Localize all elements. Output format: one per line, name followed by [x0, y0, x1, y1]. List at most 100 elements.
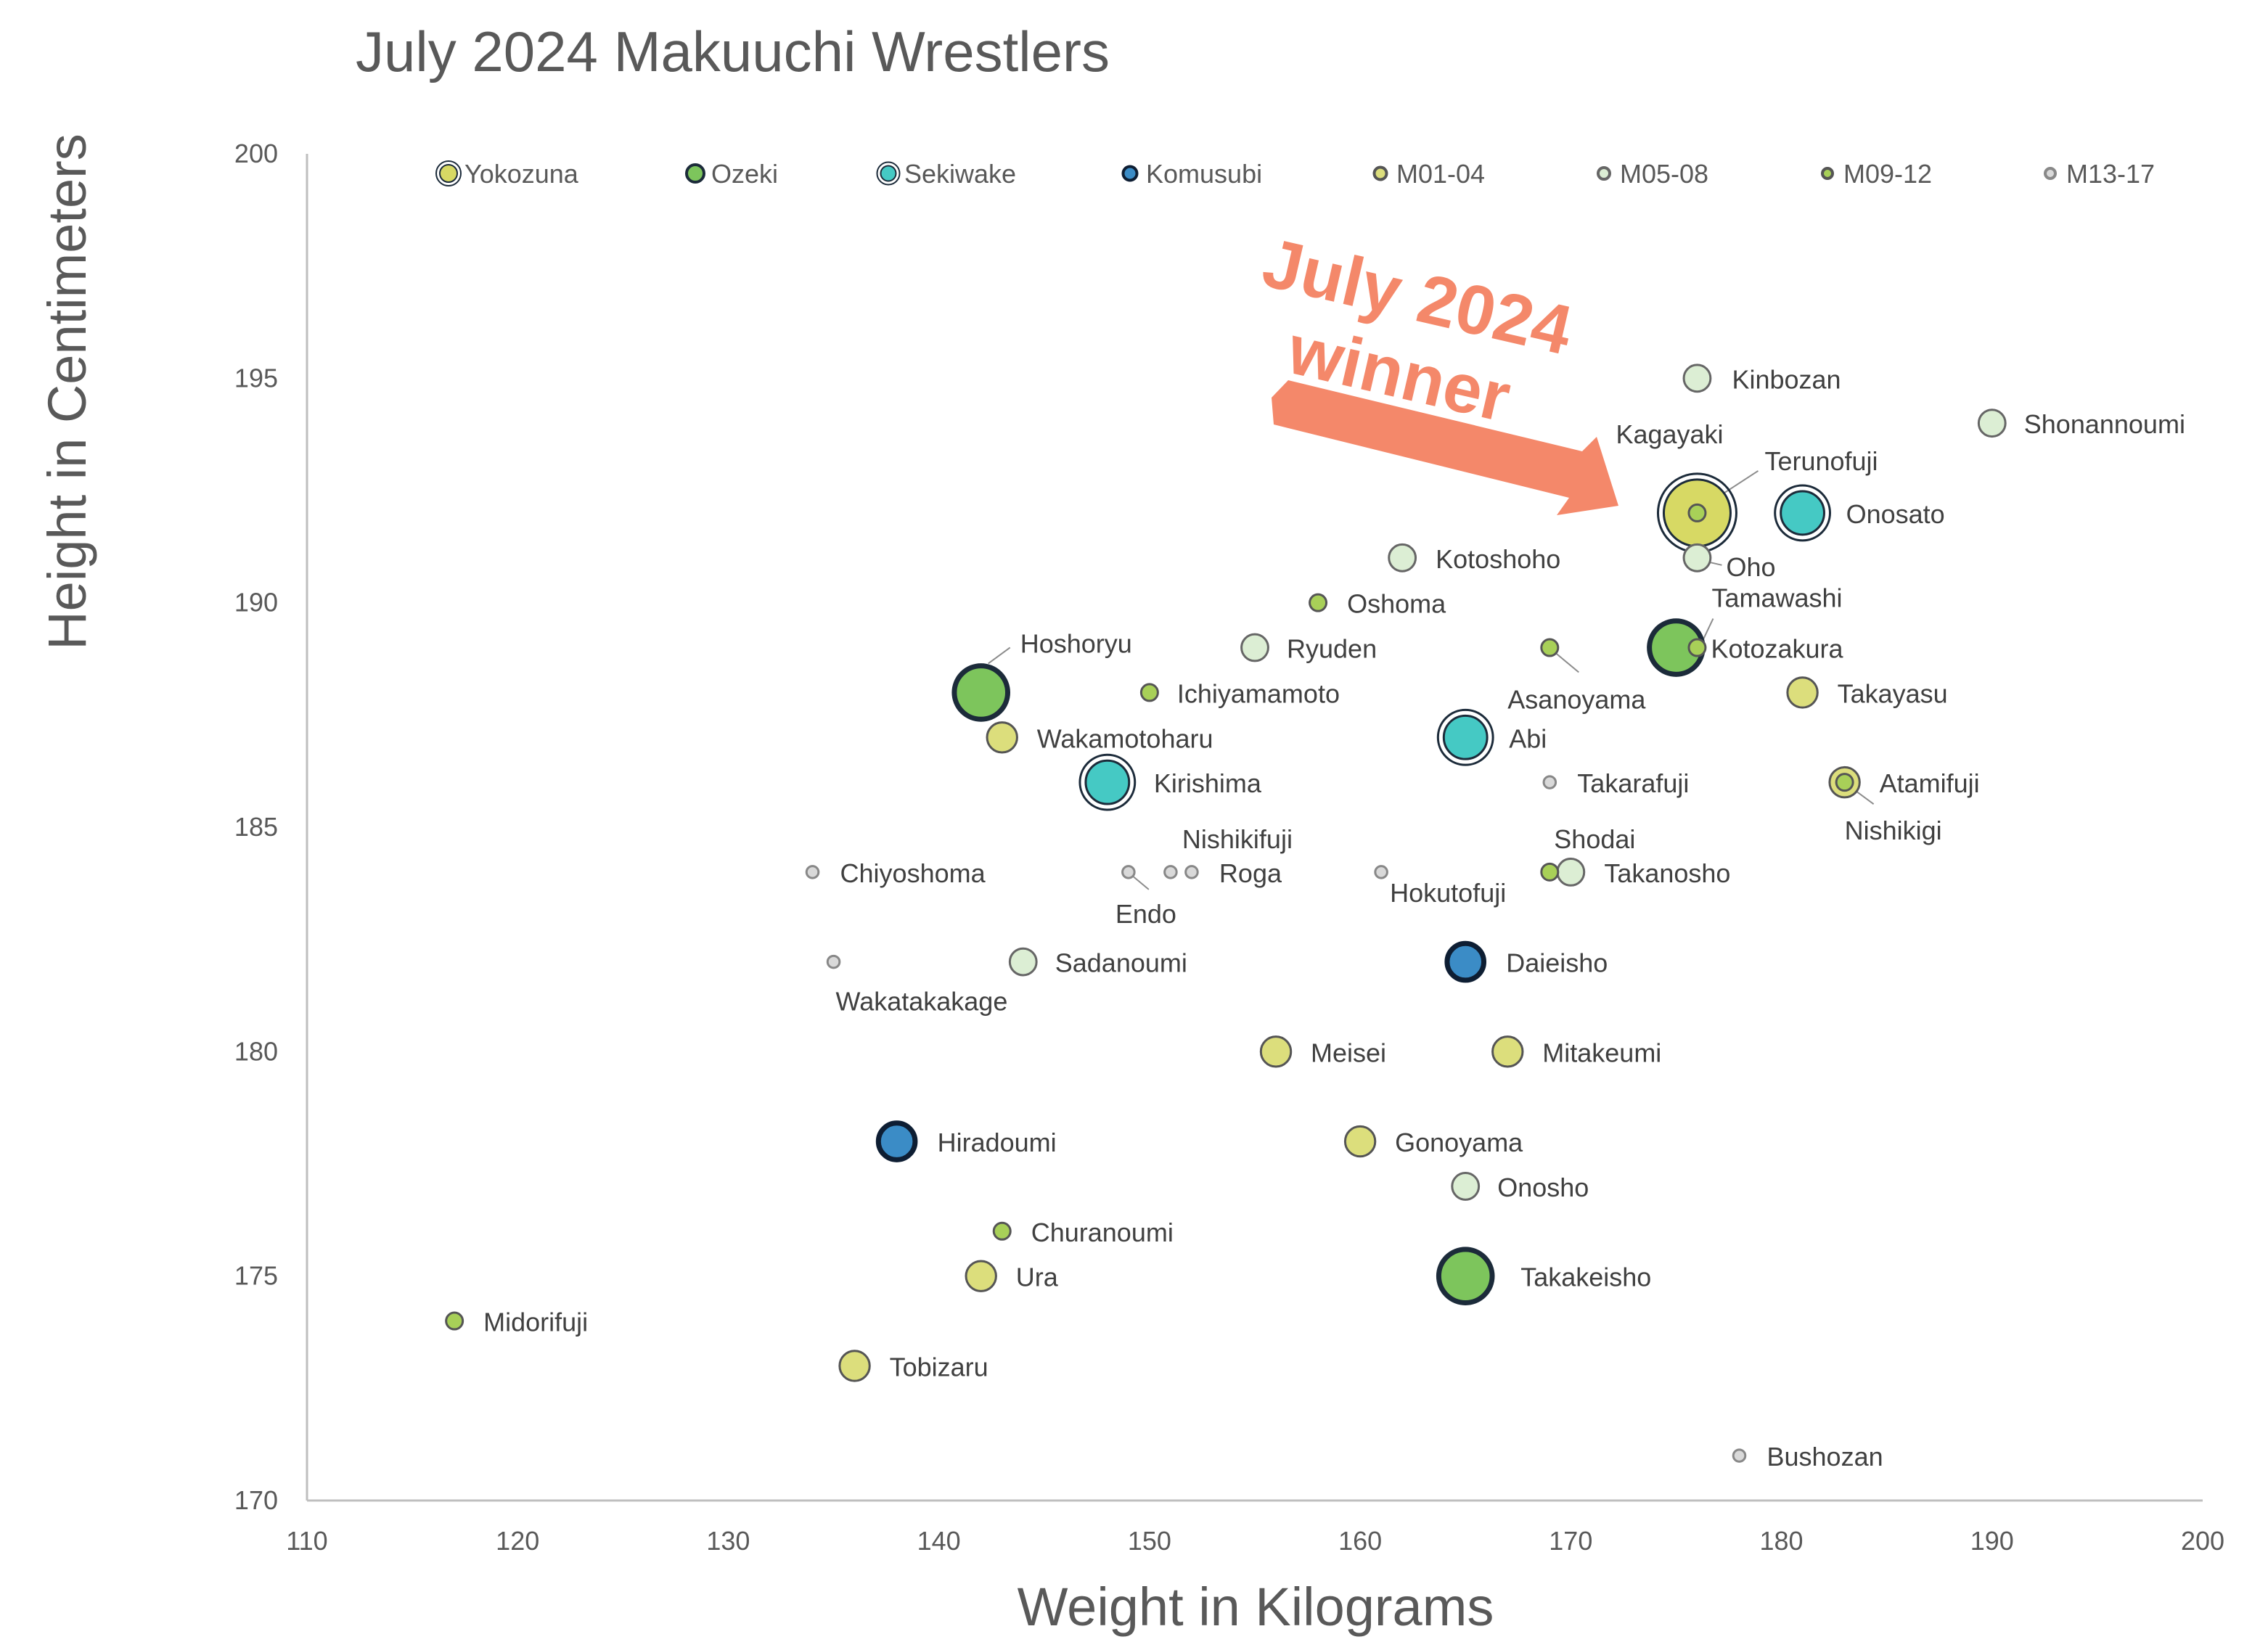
x-tick-label: 170: [1549, 1526, 1592, 1556]
point-label: Nishikifuji: [1182, 824, 1293, 854]
y-tick-label: 200: [234, 139, 278, 168]
point-label: Shodai: [1554, 824, 1635, 854]
leader-line: [988, 647, 1011, 665]
point-label: Terunofuji: [1764, 446, 1878, 476]
point-marker: [1540, 638, 1560, 657]
point-label: Abi: [1509, 723, 1547, 753]
x-tick-label: 150: [1128, 1526, 1171, 1556]
point-marker: [1977, 409, 2007, 438]
point-marker: [951, 663, 1011, 722]
point-asanoyama: [1540, 638, 1560, 657]
point-takakeisho: [1436, 1247, 1495, 1305]
legend-marker-ring: [876, 161, 901, 186]
point-marker: [992, 1221, 1012, 1241]
point-marker: [1780, 490, 1825, 536]
point-label: Kotozakura: [1711, 634, 1843, 664]
legend-marker: [1821, 167, 1834, 180]
point-wakatakakage: [826, 954, 841, 969]
point-marker: [1139, 683, 1159, 702]
point-kotoshoho: [1388, 543, 1417, 572]
point-sadanoumi: [1008, 947, 1038, 977]
point-label: Kotoshoho: [1436, 544, 1560, 574]
point-wakamotoharu: [986, 721, 1018, 754]
point-label: Takakeisho: [1520, 1263, 1651, 1292]
point-label: Nishikigi: [1845, 816, 1942, 845]
point-tobizaru: [838, 1350, 871, 1382]
point-label: Kirishima: [1154, 768, 1262, 798]
point-marker: [1309, 593, 1328, 612]
point-label: Wakamotoharu: [1037, 723, 1213, 753]
legend-label: Yokozuna: [464, 159, 579, 189]
point-label: Hoshoryu: [1020, 628, 1132, 658]
x-tick-label: 120: [496, 1526, 539, 1556]
point-marker: [1732, 1448, 1747, 1463]
point-takayasu: [1786, 676, 1819, 709]
point-marker: [1556, 857, 1586, 887]
point-label: Atamifuji: [1880, 768, 1980, 798]
point-label: Oho: [1726, 552, 1775, 582]
legend-label: Sekiwake: [904, 159, 1016, 189]
point-label: Gonoyama: [1395, 1128, 1523, 1157]
point-marker: [1259, 1035, 1293, 1068]
point-hoshoryu: [951, 663, 1011, 722]
point-kirishima: [1078, 753, 1137, 811]
point-label: Tobizaru: [890, 1352, 988, 1382]
x-tick-label: 110: [286, 1526, 327, 1556]
point-label: Sadanoumi: [1055, 948, 1187, 978]
point-marker: [1682, 543, 1712, 572]
legend-marker: [685, 163, 705, 184]
x-tick-label: 130: [706, 1526, 750, 1556]
point-marker: [1444, 940, 1487, 983]
point-label: Hokutofuji: [1390, 878, 1506, 908]
point-label: Oshoma: [1347, 589, 1446, 619]
legend-marker: [439, 164, 458, 183]
point-marker: [1374, 865, 1388, 879]
point-mitakeumi: [1491, 1035, 1524, 1068]
y-axis-label: Height in Centimeters: [37, 134, 97, 650]
point-onosho: [1451, 1172, 1481, 1201]
point-marker: [1008, 947, 1038, 977]
chart-title: July 2024 Makuuchi Wrestlers: [356, 20, 1110, 83]
point-marker-ring: [1774, 484, 1831, 542]
point-label: Ryuden: [1287, 634, 1377, 664]
point-bushozan: [1732, 1448, 1747, 1463]
point-shonannoumi: [1977, 409, 2007, 438]
point-roga: [1184, 865, 1199, 879]
point-marker: [1388, 543, 1417, 572]
point-marker: [1121, 865, 1136, 879]
point-label: Churanoumi: [1031, 1218, 1174, 1247]
legend-label: M13-17: [2066, 159, 2155, 189]
point-label: Endo: [1115, 899, 1176, 929]
leader-lines: [988, 470, 1875, 890]
point-marker: [838, 1350, 871, 1382]
point-label: Takarafuji: [1577, 768, 1689, 798]
winner-annotation: July 2024 winner: [1256, 223, 1618, 515]
point-marker: [1540, 862, 1560, 882]
data-points: [445, 364, 2007, 1463]
point-label: Hiradoumi: [938, 1128, 1057, 1157]
point-hiradoumi: [875, 1120, 918, 1162]
leader-line: [1552, 649, 1579, 673]
point-marker: [805, 865, 820, 879]
y-tick-label: 190: [234, 588, 278, 617]
point-kinbozan: [1682, 364, 1712, 393]
point-marker: [1835, 773, 1854, 792]
x-tick-label: 190: [1970, 1526, 2014, 1556]
point-tamawashi: [1687, 638, 1707, 657]
point-label: Meisei: [1311, 1038, 1386, 1067]
point-ichiyamamoto: [1139, 683, 1159, 702]
tick-labels: 110 120 130 140 150 160 170 180 190 200 170 175 180 1…: [234, 139, 2224, 1556]
y-tick-label: 195: [234, 363, 278, 393]
annotation-arrow: [1272, 380, 1618, 515]
point-marker: [1451, 1172, 1481, 1201]
point-daieisho: [1444, 940, 1487, 983]
legend-label: M09-12: [1843, 159, 1932, 189]
point-marker: [875, 1120, 918, 1162]
point-label: Onosho: [1497, 1173, 1589, 1202]
point-label: Tamawashi: [1711, 583, 1842, 613]
legend-marker: [1121, 165, 1139, 182]
point-meisei: [1259, 1035, 1293, 1068]
point-label: Shonannoumi: [2024, 409, 2185, 439]
point-label: Takanosho: [1604, 858, 1730, 888]
